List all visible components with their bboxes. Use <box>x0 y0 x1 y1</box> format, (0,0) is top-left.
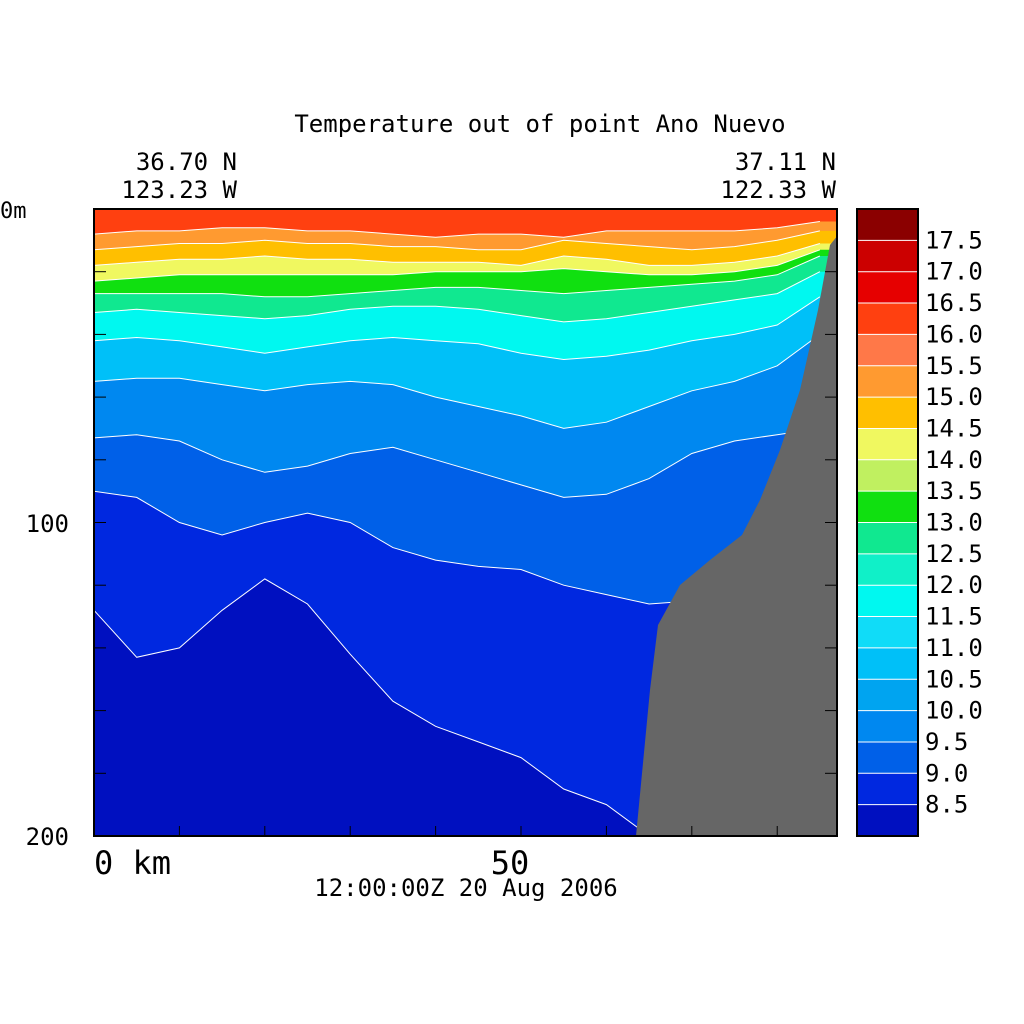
isotherm-14 <box>94 249 821 282</box>
isotherm-8.5 <box>94 578 820 836</box>
colorbar-label: 12.0 <box>925 571 983 599</box>
colorbar-swatch <box>857 710 918 743</box>
colorbar-frame <box>856 208 919 837</box>
isotherm-16 <box>94 221 820 238</box>
colorbar-swatch <box>857 365 918 398</box>
y-tick-0: 0m <box>0 199 27 224</box>
colorbar-swatch <box>857 459 918 492</box>
colorbar-label: 11.5 <box>925 603 983 631</box>
timestamp: 12:00:00Z 20 Aug 2006 <box>314 874 617 902</box>
colorbar-swatch <box>857 773 918 806</box>
x-tick-0: 0 km <box>94 844 171 882</box>
colorbar-label: 15.0 <box>925 383 983 411</box>
colorbar-swatch <box>857 804 918 837</box>
chart-title: Temperature out of point Ano Nuevo <box>294 110 785 138</box>
colorbar-swatch <box>857 553 918 586</box>
colorbar-swatch <box>857 271 918 304</box>
isotherm-13 <box>94 255 821 298</box>
colorbar-label: 13.5 <box>925 477 983 505</box>
isotherm-12.5 <box>94 271 821 323</box>
plot-ticks <box>93 208 837 837</box>
isotherm-lines <box>94 221 821 836</box>
colorbar-label: 14.5 <box>925 415 983 443</box>
y-tick-200: 200 <box>26 823 69 851</box>
isotherm-11.5 <box>94 296 821 361</box>
colorbar-swatch <box>857 334 918 367</box>
colorbar-swatch <box>857 491 918 523</box>
colorbar-label: 9.5 <box>925 728 968 756</box>
plot-area <box>94 209 837 836</box>
end-latitude: 37.11 N <box>735 148 836 176</box>
colorbar-swatch <box>857 240 918 273</box>
y-tick-100: 100 <box>26 510 69 538</box>
start-latitude: 36.70 N <box>136 148 237 176</box>
colorbar-label: 10.5 <box>925 665 983 693</box>
colorbar <box>857 209 918 837</box>
colorbar-label: 8.5 <box>925 791 968 819</box>
end-longitude: 122.33 W <box>720 176 836 204</box>
seafloor-topography <box>636 236 837 836</box>
colorbar-labels: 17.5 17.0 16.5 16.0 15.5 15.0 14.5 14.0 13.5 13.0… <box>925 226 983 818</box>
colorbar-label: 9.0 <box>925 759 968 787</box>
temperature-bands <box>94 209 837 836</box>
colorbar-label: 15.5 <box>925 352 983 380</box>
colorbar-label: 13.0 <box>925 509 983 537</box>
colorbar-label: 10.0 <box>925 697 983 725</box>
isotherm-15 <box>94 230 821 251</box>
start-longitude: 123.23 W <box>121 176 237 204</box>
colorbar-swatch <box>857 585 918 618</box>
x-tick-50: 50 <box>491 844 530 882</box>
colorbar-label: 17.0 <box>925 258 983 286</box>
colorbar-swatch <box>857 428 918 461</box>
isotherm-9.5 <box>94 427 820 498</box>
isotherm-10.5 <box>94 333 821 429</box>
isotherm-14.5 <box>94 243 821 266</box>
band-above-16 <box>94 209 837 238</box>
colorbar-label: 16.0 <box>925 320 983 348</box>
colorbar-label: 17.5 <box>925 226 983 254</box>
colorbar-label: 16.5 <box>925 289 983 317</box>
colorbar-swatch <box>857 522 918 555</box>
colorbar-label: 11.0 <box>925 634 983 662</box>
colorbar-label: 12.5 <box>925 540 983 568</box>
colorbar-swatch <box>857 647 918 680</box>
colorbar-swatch <box>857 397 918 429</box>
colorbar-swatch <box>857 679 918 712</box>
colorbar-swatch <box>857 741 918 774</box>
colorbar-swatch <box>857 303 918 335</box>
colorbar-swatch <box>857 616 918 649</box>
colorbar-label: 14.0 <box>925 446 983 474</box>
colorbar-swatch <box>857 209 918 241</box>
